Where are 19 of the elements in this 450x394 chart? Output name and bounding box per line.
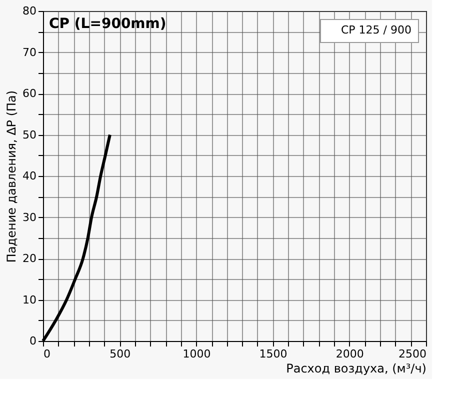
y-tick-label: 80 bbox=[22, 4, 36, 18]
text: CP 125 / 900 bbox=[341, 24, 412, 36]
x-tick-label: 1000 bbox=[182, 348, 211, 360]
y-tick-label: 40 bbox=[22, 170, 36, 182]
y-axis-title: Падение давления, ΔP (Па) bbox=[4, 90, 19, 263]
y-tick-label: 30 bbox=[22, 210, 36, 224]
x-tick-label: 500 bbox=[110, 348, 131, 360]
y-tick-label: 20 bbox=[22, 252, 36, 265]
y-tick-label: 0 bbox=[30, 334, 36, 348]
y-tick-label: 10 bbox=[22, 293, 36, 306]
chart-title: CP (L=900mm) bbox=[49, 16, 166, 32]
y-tick-label: 60 bbox=[22, 87, 36, 100]
x-tick-label: 0 bbox=[44, 348, 50, 360]
y-tick-label: 50 bbox=[22, 128, 36, 142]
x-tick-label: 2500 bbox=[398, 348, 426, 360]
x-axis-title: Расход воздуха, (м³/ч) bbox=[286, 362, 426, 376]
x-tick-label: 1500 bbox=[259, 348, 288, 360]
y-tick-label: 70 bbox=[22, 46, 36, 59]
x-tick-label: 2000 bbox=[336, 348, 364, 360]
